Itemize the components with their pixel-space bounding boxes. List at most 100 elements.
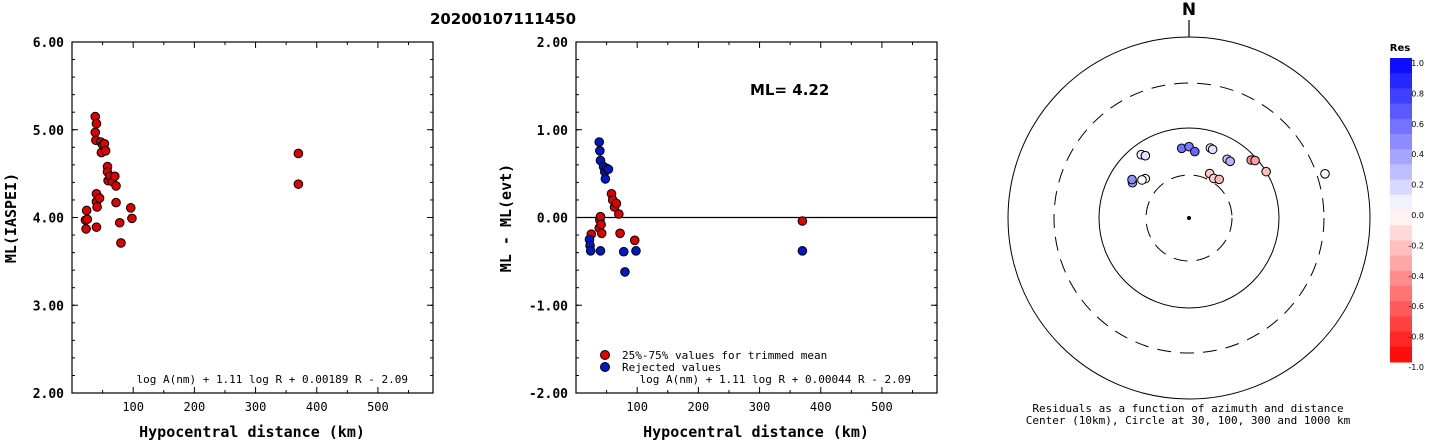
colorbar-label: -0.6 [1408, 302, 1424, 311]
data-point [116, 238, 126, 248]
figure-title: 20200107111450 [430, 10, 576, 28]
data-point [620, 267, 630, 277]
data-point [585, 246, 596, 256]
legend-marker-rejected [600, 362, 610, 372]
ml-annotation: ML= 4.22 [750, 81, 829, 99]
colorbar-cell [1390, 331, 1412, 348]
circle-300km [1053, 82, 1325, 354]
colorbar-cell [1390, 255, 1412, 272]
colorbar-label: 0.6 [1411, 120, 1424, 129]
y-tick-label: -2.00 [529, 387, 568, 402]
colorbar-label: -0.4 [1408, 272, 1424, 281]
x-axis-label: Hypocentral distance (km) [139, 423, 365, 441]
panel-polar-residuals: N Residuals as a function of azimuth and… [1007, 0, 1371, 427]
colorbar-label: 0.4 [1411, 150, 1424, 159]
colorbar-cell [1390, 316, 1412, 333]
legend: 25%-75% values for trimmed mean Rejected… [600, 349, 827, 374]
data-point [81, 224, 91, 234]
y-tick-label: 3.00 [33, 299, 64, 314]
station-point [1140, 150, 1151, 161]
formula-text: log A(nm) + 1.11 log R + 0.00189 R - 2.0… [136, 373, 408, 386]
station-point [1207, 144, 1218, 155]
x-tick-label: 500 [367, 400, 389, 414]
data-point [797, 246, 808, 256]
y-axis-label: ML(IASPEI) [2, 173, 20, 263]
legend-marker-trimmed [600, 350, 610, 360]
north-label: N [1182, 0, 1196, 20]
colorbar-cell [1390, 225, 1412, 241]
station-point [1190, 146, 1200, 157]
data-point [114, 217, 125, 228]
colorbar-cell [1390, 73, 1412, 89]
data-point [603, 164, 614, 175]
colorbar-cell [1390, 134, 1412, 150]
data-point [631, 246, 641, 256]
colorbar-label: 0.0 [1411, 211, 1424, 220]
data-point [127, 213, 137, 224]
colorbar-cell [1390, 149, 1412, 165]
colorbar-cell [1390, 346, 1412, 363]
data-point [100, 146, 111, 156]
data-point [91, 222, 102, 232]
data-point [90, 127, 101, 138]
data-point [611, 198, 622, 209]
data-point [629, 235, 640, 246]
data-point [595, 211, 606, 222]
x-tick-label: 300 [245, 400, 267, 414]
colorbar-label: -0.8 [1408, 333, 1424, 342]
data-point [82, 214, 93, 225]
y-tick-label: 2.00 [33, 387, 64, 402]
station-point [1320, 169, 1330, 179]
data-point [596, 219, 606, 230]
data-point [94, 193, 105, 203]
formula-text: log A(nm) + 1.11 log R + 0.00044 R - 2.0… [639, 373, 911, 386]
colorbar-cell [1390, 286, 1412, 302]
colorbar-label: -0.2 [1408, 241, 1424, 250]
caption-line-1: Residuals as a function of azimuth and d… [1032, 402, 1343, 415]
data-point [615, 228, 625, 239]
colorbar-cell [1390, 194, 1412, 211]
y-tick-label: 2.00 [537, 36, 568, 51]
colorbar-label: 1.0 [1411, 59, 1424, 68]
plot-frame [71, 41, 434, 394]
x-tick-label: 100 [122, 400, 144, 414]
colorbar-cell [1390, 270, 1412, 287]
data-point [594, 137, 605, 147]
x-tick-label: 300 [749, 400, 771, 414]
station-point [1250, 155, 1260, 166]
station-point [1127, 174, 1137, 185]
colorbar-cell [1390, 88, 1412, 105]
y-tick-label: 6.00 [33, 36, 64, 51]
x-tick-label: 200 [688, 400, 710, 414]
data-point [600, 174, 611, 184]
data-point [293, 179, 304, 189]
colorbar-cell [1390, 210, 1412, 226]
data-point [111, 197, 121, 208]
colorbar-cell [1390, 240, 1412, 257]
station-point [1137, 175, 1147, 185]
legend-label-rejected: Rejected values [622, 361, 721, 374]
data-point [595, 246, 606, 256]
data-point [111, 181, 121, 191]
colorbar-cell [1390, 103, 1412, 120]
data-point [110, 171, 120, 182]
colorbar-label: -1.0 [1408, 363, 1424, 372]
y-tick-label: 0.00 [537, 212, 568, 227]
data-point [797, 216, 808, 226]
x-tick-label: 400 [306, 400, 328, 414]
y-tick-label: -1.00 [529, 299, 568, 314]
data-point [595, 146, 605, 156]
x-axis-label: Hypocentral distance (km) [643, 423, 869, 441]
x-tick-label: 400 [810, 400, 832, 414]
data-point [293, 148, 304, 159]
x-tick-label: 100 [626, 400, 648, 414]
station-point [1261, 166, 1271, 177]
colorbar-cell [1390, 301, 1412, 317]
data-point [618, 246, 629, 257]
colorbar: Res 1.0 0.8 0.6 0.4 0.2 0.0 -0.2 -0.4 -0.6 -0.8 -1… [1390, 43, 1424, 372]
x-tick-label: 500 [871, 400, 893, 414]
data-point [596, 228, 607, 239]
x-tick-label: 200 [184, 400, 206, 414]
data-point [81, 205, 92, 216]
circle-30km [1145, 174, 1233, 262]
